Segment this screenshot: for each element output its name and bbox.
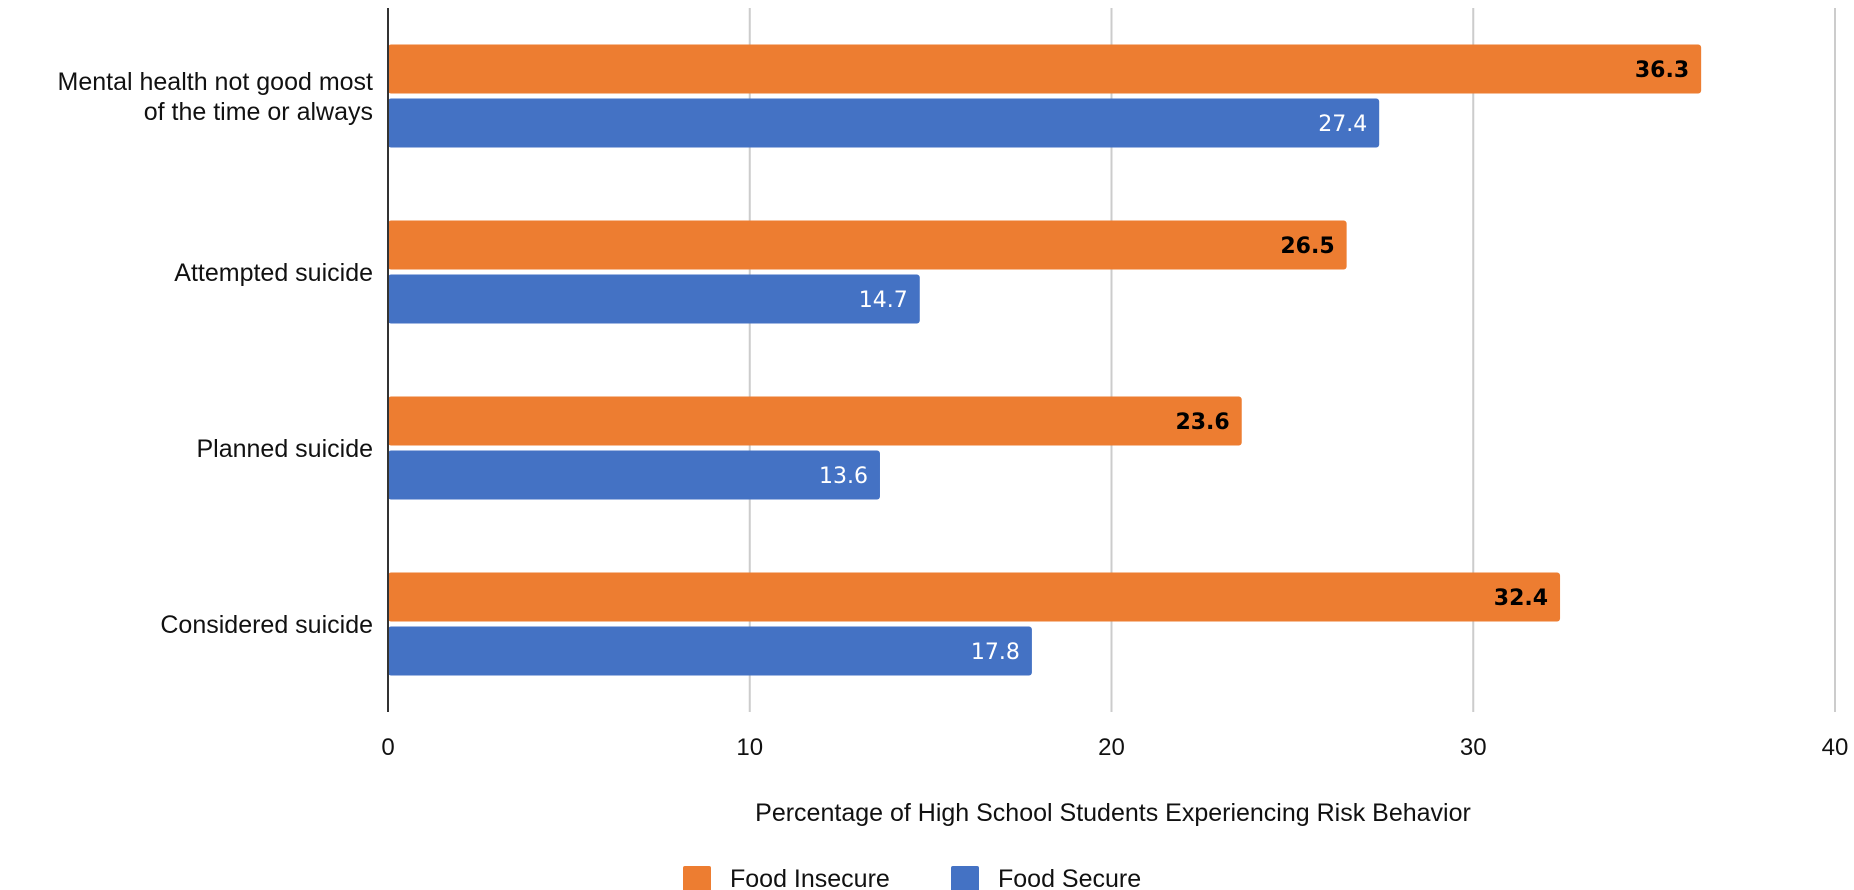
data-label: 32.4 (1494, 586, 1548, 611)
category-label: Mental health not good most (58, 68, 374, 96)
legend-swatch (683, 866, 711, 890)
x-tick-labels: 0 10 20 30 40 (381, 734, 1848, 761)
bar (388, 450, 880, 500)
x-tick-label: 40 (1822, 734, 1849, 761)
data-label: 23.6 (1175, 410, 1229, 435)
x-tick-label: 20 (1098, 734, 1125, 761)
x-tick-label: 0 (381, 734, 394, 761)
bar (388, 626, 1032, 676)
data-label: 27.4 (1318, 112, 1367, 137)
category-label: Planned suicide (196, 435, 373, 463)
legend-label: Food Secure (998, 865, 1141, 890)
bar (388, 572, 1561, 622)
bar (388, 274, 920, 324)
x-tick-label: 30 (1460, 734, 1487, 761)
bar (388, 396, 1242, 446)
category-label: of the time or always (144, 98, 373, 126)
legend: Food Insecure Food Secure (683, 865, 1141, 890)
bar (388, 44, 1702, 94)
legend-swatch (951, 866, 979, 890)
data-label: 17.8 (971, 640, 1020, 665)
x-tick-label: 10 (736, 734, 763, 761)
data-label: 13.6 (819, 464, 868, 489)
category-label: Considered suicide (160, 611, 373, 639)
data-label: 26.5 (1280, 234, 1334, 259)
bars: 36.3 27.4 26.5 14.7 23.6 13.6 32.4 17.8 (388, 44, 1702, 676)
data-label: 14.7 (859, 288, 908, 313)
bar (388, 220, 1347, 270)
category-label: Attempted suicide (174, 259, 373, 287)
data-label: 36.3 (1635, 58, 1689, 83)
bar (388, 98, 1380, 148)
x-axis-title: Percentage of High School Students Exper… (755, 799, 1471, 827)
legend-label: Food Insecure (730, 865, 890, 890)
